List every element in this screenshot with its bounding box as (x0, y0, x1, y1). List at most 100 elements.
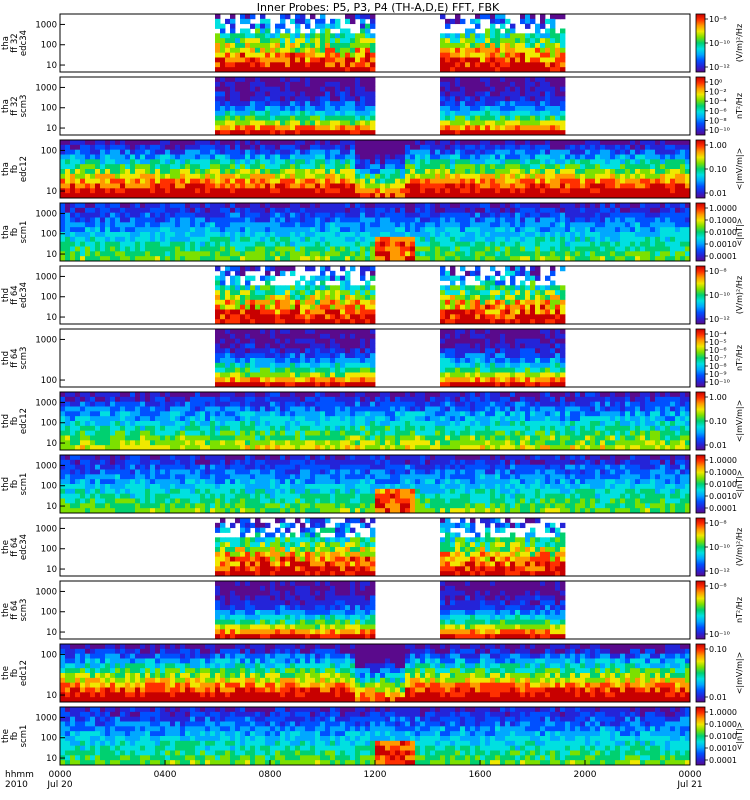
heatmap-cell (555, 290, 561, 296)
heatmap-cell (495, 77, 501, 83)
heatmap-cell (510, 149, 516, 155)
heatmap-cell (475, 130, 481, 136)
heatmap-cell (680, 159, 686, 165)
heatmap-cell (565, 159, 571, 165)
heatmap-cell (320, 106, 326, 112)
heatmap-cell (530, 203, 536, 209)
heatmap-cell (640, 164, 646, 170)
heatmap-cell (440, 207, 446, 214)
heatmap-cell (430, 207, 436, 214)
heatmap-cell (220, 28, 226, 34)
heatmap-cell (500, 67, 506, 73)
heatmap-cell (280, 159, 286, 165)
heatmap-cell (530, 290, 536, 296)
heatmap-cell (260, 43, 266, 49)
heatmap-cell (85, 246, 91, 252)
heatmap-cell (295, 304, 301, 310)
heatmap-cell (460, 227, 466, 233)
heatmap-cell (305, 241, 311, 247)
heatmap-cell (510, 232, 516, 238)
heatmap-cell (345, 290, 351, 296)
heatmap-cell (100, 164, 106, 170)
heatmap-cell (140, 164, 146, 170)
heatmap-cell (325, 295, 331, 301)
heatmap-cell (340, 222, 346, 228)
heatmap-cell (535, 43, 541, 49)
heatmap-cell (460, 299, 466, 306)
heatmap-cell (265, 246, 271, 252)
heatmap-cell (170, 140, 176, 146)
heatmap-cell (555, 222, 561, 228)
heatmap-cell (370, 120, 376, 126)
heatmap-cell (275, 299, 281, 306)
heatmap-cell (515, 207, 521, 214)
heatmap-cell (75, 159, 81, 165)
heatmap-cell (350, 232, 356, 238)
heatmap-cell (610, 149, 616, 155)
heatmap-cell (505, 140, 511, 146)
heatmap-cell (130, 227, 136, 233)
heatmap-cell (645, 222, 651, 228)
heatmap-cell (600, 232, 606, 238)
heatmap-cell (245, 246, 251, 252)
heatmap-cell (390, 227, 396, 233)
heatmap-cell (525, 275, 531, 281)
heatmap-cell (500, 232, 506, 238)
heatmap-cell (465, 304, 471, 310)
heatmap-cell (475, 52, 481, 58)
heatmap-cell (355, 115, 361, 121)
heatmap-cell (595, 222, 601, 228)
heatmap-cell (310, 207, 316, 214)
heatmap-cell (650, 222, 656, 228)
heatmap-cell (670, 144, 676, 151)
heatmap-cell (185, 256, 191, 262)
heatmap-cell (470, 149, 476, 155)
heatmap-cell (535, 256, 541, 262)
heatmap-cell (540, 203, 546, 209)
heatmap-cell (220, 140, 226, 146)
heatmap-cell (510, 280, 516, 286)
heatmap-cell (450, 52, 456, 58)
heatmap-cell (515, 144, 521, 151)
heatmap-cell (230, 299, 236, 306)
heatmap-cell (400, 173, 406, 180)
heatmap-cell (500, 120, 506, 126)
heatmap-cell (450, 144, 456, 151)
heatmap-cell (65, 232, 71, 238)
heatmap-cell (165, 203, 171, 209)
heatmap-cell (370, 159, 376, 165)
heatmap-cell (280, 295, 286, 301)
heatmap-cell (60, 207, 66, 214)
heatmap-cell (665, 154, 671, 160)
heatmap-cell (380, 217, 386, 223)
heatmap-cell (445, 314, 451, 320)
heatmap-cell (380, 236, 386, 243)
heatmap-cell (285, 173, 291, 180)
heatmap-cell (475, 173, 481, 180)
heatmap-cell (525, 67, 531, 73)
heatmap-cell (300, 144, 306, 151)
heatmap-cell (75, 207, 81, 214)
heatmap-cell (430, 232, 436, 238)
heatmap-cell (190, 251, 196, 257)
heatmap-cell (500, 236, 506, 243)
heatmap-cell (505, 125, 511, 131)
heatmap-cell (550, 256, 556, 262)
heatmap-cell (265, 101, 271, 107)
heatmap-cell (545, 62, 551, 68)
heatmap-cell (315, 164, 321, 170)
heatmap-cell (405, 183, 411, 189)
heatmap-cell (455, 309, 461, 315)
colorbar-tick-label: 10⁻¹⁰ (709, 126, 730, 135)
heatmap-cell (240, 183, 246, 189)
heatmap-cell (255, 193, 261, 199)
heatmap-cell (635, 169, 641, 175)
heatmap-cell (430, 149, 436, 155)
heatmap-cell (540, 299, 546, 306)
heatmap-cell (355, 314, 361, 320)
heatmap-cell (395, 227, 401, 233)
heatmap-cell (270, 86, 276, 92)
heatmap-cell (465, 115, 471, 121)
heatmap-cell (565, 173, 571, 180)
heatmap-cell (540, 62, 546, 68)
